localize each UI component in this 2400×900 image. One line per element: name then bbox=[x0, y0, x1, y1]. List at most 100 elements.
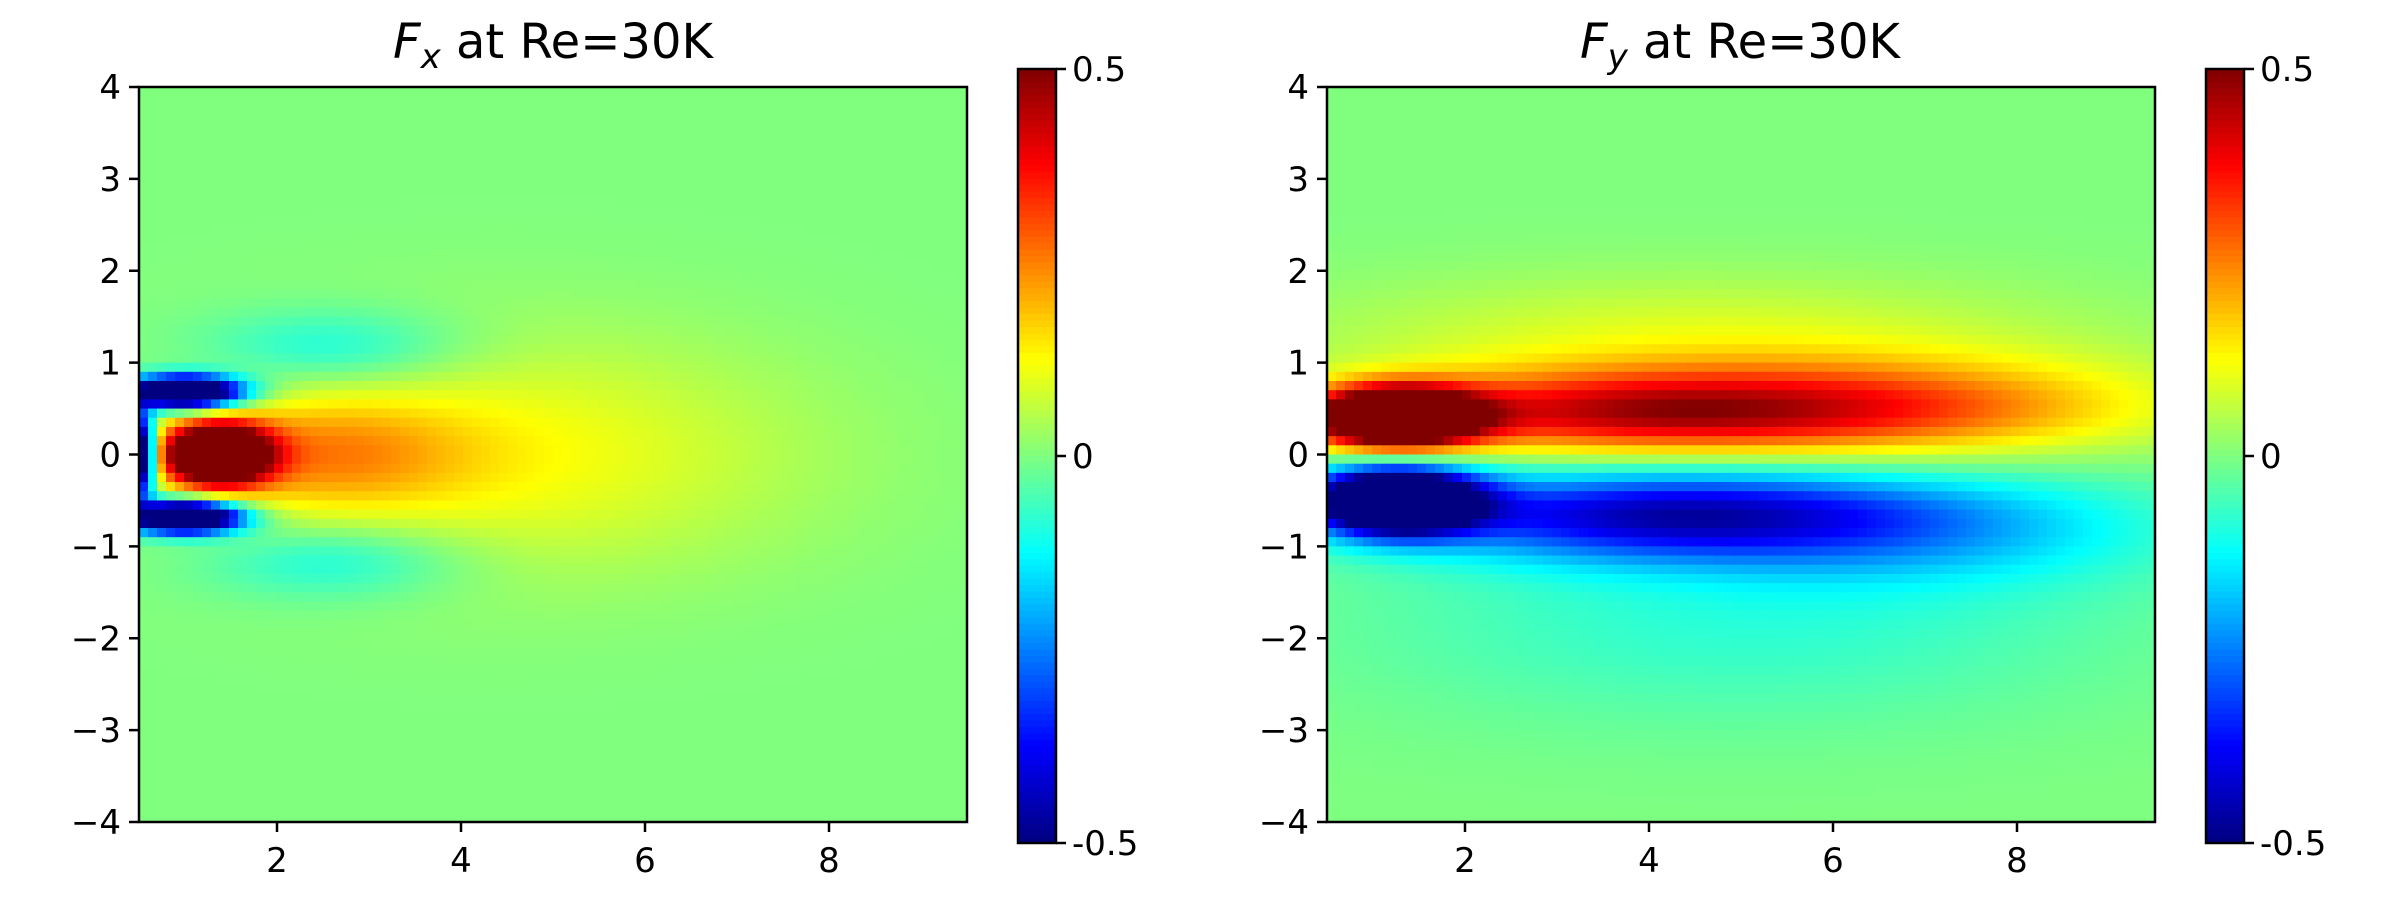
fx-heat-cell bbox=[445, 96, 455, 106]
fx-heat-cell bbox=[616, 325, 626, 336]
fx-heat-cell bbox=[148, 518, 158, 529]
fx-heat-cell bbox=[544, 794, 554, 805]
fx-heat-cell bbox=[283, 234, 293, 244]
fx-heat-cell bbox=[679, 178, 689, 189]
fx-heat-cell bbox=[481, 298, 491, 309]
fx-heat-cell bbox=[310, 546, 320, 557]
fx-heat-cell bbox=[229, 776, 239, 786]
fx-heat-cell bbox=[220, 573, 230, 584]
fx-heat-cell bbox=[643, 619, 653, 630]
fx-heat-cell bbox=[184, 509, 194, 520]
fx-heat-cell bbox=[652, 381, 662, 391]
fx-heat-cell bbox=[490, 160, 500, 171]
fx-heat-cell bbox=[382, 583, 392, 593]
fx-heat-cell bbox=[364, 528, 374, 538]
fx-heat-cell bbox=[139, 289, 149, 299]
fx-heat-cell bbox=[652, 114, 662, 125]
fx-heat-cell bbox=[328, 573, 338, 584]
fx-heat-cell bbox=[265, 619, 275, 630]
fx-heat-cell bbox=[202, 381, 212, 391]
fx-heat-cell bbox=[553, 325, 563, 336]
fx-heat-cell bbox=[499, 656, 509, 667]
fx-heat-cell bbox=[391, 693, 401, 704]
fx-heat-cell bbox=[364, 463, 374, 474]
fx-heat-cell bbox=[301, 362, 311, 373]
fx-heat-cell bbox=[355, 96, 365, 106]
fx-heat-cell bbox=[148, 619, 158, 630]
fx-heat-cell bbox=[148, 252, 158, 263]
fx-heat-cell bbox=[175, 684, 185, 694]
fx-heat-cell bbox=[670, 702, 680, 713]
fx-heat-cell bbox=[283, 564, 293, 575]
fx-heat-cell bbox=[166, 537, 176, 547]
fx-heat-cell bbox=[211, 307, 221, 318]
fx-heat-cell bbox=[346, 160, 356, 171]
fx-heat-cell bbox=[355, 316, 365, 327]
fx-heat-cell bbox=[463, 399, 473, 410]
fx-heat-cell bbox=[643, 583, 653, 593]
fx-heat-cell bbox=[148, 684, 158, 694]
fx-heat-cell bbox=[301, 748, 311, 759]
fx-heat-cell bbox=[454, 289, 464, 299]
fx-heat-cell bbox=[445, 132, 455, 143]
fx-heat-cell bbox=[679, 573, 689, 584]
fx-heat-cell bbox=[490, 87, 500, 97]
fx-heat-cell bbox=[364, 518, 374, 529]
fx-heat-cell bbox=[283, 500, 293, 511]
fx-heat-cell bbox=[688, 142, 698, 152]
fx-heat-cell bbox=[319, 675, 329, 685]
fx-heat-cell bbox=[490, 766, 500, 777]
fx-heat-cell bbox=[697, 289, 707, 299]
fx-heat-cell bbox=[301, 381, 311, 391]
fx-heat-cell bbox=[499, 491, 509, 502]
fx-heat-cell bbox=[634, 766, 644, 777]
fx-heat-cell bbox=[301, 298, 311, 309]
fx-heat-cell bbox=[418, 720, 428, 731]
fx-heat-cell bbox=[418, 629, 428, 639]
fx-heat-cell bbox=[490, 298, 500, 309]
fx-heat-cell bbox=[472, 436, 482, 446]
fx-heat-cell bbox=[319, 362, 329, 373]
fx-heat-cell bbox=[382, 463, 392, 474]
fx-heat-cell bbox=[355, 472, 365, 483]
fx-heatmap bbox=[139, 87, 968, 823]
fx-heat-cell bbox=[427, 445, 437, 456]
fx-heat-cell bbox=[553, 408, 563, 419]
fx-heat-cell bbox=[301, 656, 311, 667]
fx-heat-cell bbox=[193, 178, 203, 189]
fx-heat-cell bbox=[310, 638, 320, 649]
fx-heat-cell bbox=[265, 794, 275, 805]
fx-heat-cell bbox=[697, 197, 707, 208]
fx-heat-cell bbox=[202, 142, 212, 152]
fx-heat-cell bbox=[229, 730, 239, 740]
fx-heat-cell bbox=[553, 482, 563, 492]
fx-heat-cell bbox=[292, 279, 302, 290]
fx-heat-cell bbox=[301, 794, 311, 805]
fx-heat-cell bbox=[247, 573, 257, 584]
fx-heat-cell bbox=[391, 629, 401, 639]
fx-heat-cell bbox=[193, 573, 203, 584]
fx-heat-cell bbox=[679, 224, 689, 235]
fx-heat-cell bbox=[553, 234, 563, 244]
fx-heat-cell bbox=[373, 399, 383, 410]
fx-heat-cell bbox=[679, 234, 689, 244]
fx-heat-cell bbox=[229, 252, 239, 263]
fx-heat-cell bbox=[301, 583, 311, 593]
fx-heat-cell bbox=[139, 132, 149, 143]
fx-heat-cell bbox=[193, 298, 203, 309]
fx-heat-cell bbox=[157, 123, 167, 134]
fx-heat-cell bbox=[328, 748, 338, 759]
fx-heat-cell bbox=[688, 270, 698, 281]
fx-heat-cell bbox=[337, 610, 347, 621]
fx-heat-cell bbox=[535, 528, 545, 538]
fx-heat-cell bbox=[265, 472, 275, 483]
fx-heat-cell bbox=[418, 215, 428, 226]
fx-heat-cell bbox=[247, 289, 257, 299]
fx-heat-cell bbox=[625, 215, 635, 226]
fx-heat-cell bbox=[589, 610, 599, 621]
fx-heat-cell bbox=[508, 298, 518, 309]
fx-heat-cell bbox=[661, 160, 671, 171]
fx-heat-cell bbox=[319, 325, 329, 336]
fx-heat-cell bbox=[166, 399, 176, 410]
fx-heat-cell bbox=[472, 178, 482, 189]
